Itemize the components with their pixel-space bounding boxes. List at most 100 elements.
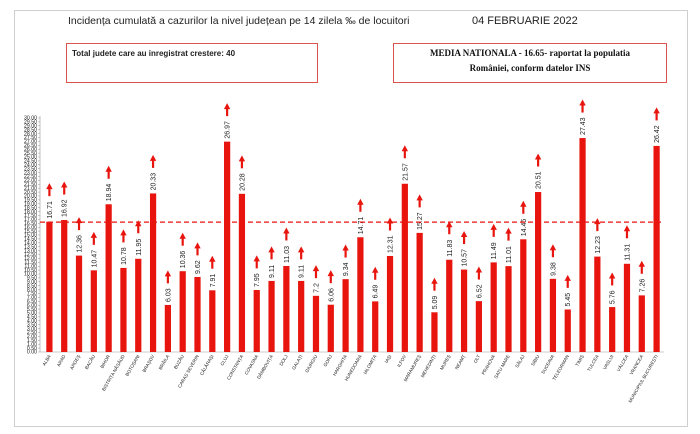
data-label: 6.52	[476, 284, 483, 298]
data-label: 15.27	[417, 212, 424, 230]
bar	[401, 183, 408, 352]
y-tick-label: 2.00	[27, 334, 37, 340]
chart-title: Incidența cumulată a cazurilor la nivel …	[68, 15, 410, 27]
trend-arrow-icon	[268, 246, 275, 253]
bar	[579, 138, 586, 352]
data-label: 14.71	[358, 217, 365, 235]
bar	[149, 193, 157, 352]
y-tick-label: 18.50	[24, 205, 37, 211]
bar	[446, 259, 453, 352]
data-label: 20.51	[536, 171, 543, 189]
trend-arrow-icon	[149, 154, 157, 161]
bar	[638, 295, 645, 352]
bar	[520, 239, 527, 352]
bar	[386, 255, 394, 352]
trend-arrow-icon	[534, 153, 542, 160]
data-label: 26.97	[225, 121, 232, 139]
category-label: IALOMIȚA	[363, 353, 379, 375]
category-label: GORJ	[322, 354, 333, 368]
data-label: 10.78	[121, 247, 128, 265]
y-tick-label: 5.50	[27, 307, 37, 313]
y-tick-label: 0.00	[27, 350, 37, 356]
bar	[75, 255, 83, 352]
y-tick-label: 11.50	[24, 260, 37, 266]
bar	[298, 280, 305, 352]
y-tick-label: 1.50	[27, 338, 37, 344]
bar	[623, 263, 631, 352]
trend-arrow-icon	[638, 260, 645, 267]
y-tick-label: 2.50	[27, 330, 37, 336]
category-label: COVASNA	[244, 353, 260, 375]
trend-arrow-icon	[61, 181, 68, 188]
data-label: 26.42	[654, 125, 661, 143]
category-label: ARAD	[56, 353, 67, 367]
bar	[594, 256, 601, 352]
bar	[135, 258, 142, 352]
y-tick-label: 22.00	[24, 178, 37, 184]
y-tick-label: 25.00	[24, 155, 37, 161]
category-label: MUREȘ	[439, 354, 452, 371]
trend-arrow-icon	[623, 225, 631, 232]
trend-arrow-icon	[120, 229, 127, 236]
y-tick-label: 8.50	[27, 283, 37, 289]
bar	[416, 232, 423, 352]
y-tick-label: 10.50	[24, 268, 37, 274]
bar	[61, 220, 68, 352]
y-tick-label: 20.50	[24, 190, 37, 196]
y-tick-label: 7.50	[27, 291, 37, 297]
trend-arrow-icon	[505, 227, 512, 234]
data-label: 12.31	[388, 235, 395, 253]
bar	[505, 266, 512, 352]
data-label: 11.01	[506, 246, 513, 263]
bar	[253, 289, 260, 352]
data-label: 12.36	[77, 235, 84, 253]
trend-arrow-icon	[653, 107, 660, 114]
data-label: 11.03	[284, 246, 291, 263]
y-tick-label: 4.50	[27, 315, 37, 321]
data-label: 10.57	[462, 249, 469, 267]
data-label: 10.36	[180, 251, 187, 269]
data-label: 11.83	[447, 240, 454, 257]
trend-arrow-icon	[520, 200, 527, 207]
trend-arrow-icon	[446, 221, 453, 228]
trend-arrow-icon	[416, 194, 423, 201]
y-tick-label: 19.00	[24, 202, 37, 208]
trend-arrow-icon	[105, 165, 112, 172]
trend-arrow-icon	[164, 270, 172, 277]
data-label: 9.62	[195, 260, 202, 274]
category-label: SIBIU	[530, 354, 540, 367]
category-label: GIURGIU	[304, 354, 318, 374]
category-label: PRAHOVA	[481, 353, 497, 375]
y-tick-label: 8.00	[27, 287, 37, 293]
trend-arrow-icon	[608, 272, 616, 279]
bar	[372, 301, 379, 352]
category-label: VRANCEA	[629, 353, 645, 376]
y-tick-label: 16.00	[24, 225, 37, 231]
increase-count-box: Total judete care au inregistrat crester…	[66, 43, 318, 83]
data-label: 9.11	[269, 265, 276, 278]
y-tick-label: 23.00	[24, 170, 37, 176]
trend-arrow-icon	[297, 246, 305, 253]
data-label: 21.57	[402, 163, 409, 181]
trend-arrow-icon	[238, 155, 246, 162]
national-average-line1: MEDIA NATIONALA - 16.65- raportat la pop…	[429, 48, 631, 58]
y-tick-label: 27.00	[24, 139, 37, 145]
bar	[564, 309, 571, 352]
bar	[312, 295, 320, 352]
category-label: BRĂILA	[157, 353, 171, 371]
data-label: 14.45	[521, 219, 528, 237]
category-label: GALAȚI	[291, 354, 304, 371]
y-tick-label: 3.00	[27, 326, 37, 332]
data-label: 10.47	[91, 250, 98, 268]
bar	[653, 145, 660, 352]
category-label: HARGHITA	[332, 353, 348, 377]
national-average-box: MEDIA NATIONALA - 16.65- raportat la pop…	[393, 43, 667, 83]
data-label: 9.34	[343, 262, 350, 276]
trend-arrow-icon	[327, 270, 334, 277]
report-date: 04 FEBRUARIE 2022	[472, 15, 578, 27]
bar	[46, 221, 53, 352]
bar	[105, 204, 112, 352]
category-label: SĂLAJ	[513, 354, 525, 369]
data-label: 16.71	[47, 201, 54, 219]
